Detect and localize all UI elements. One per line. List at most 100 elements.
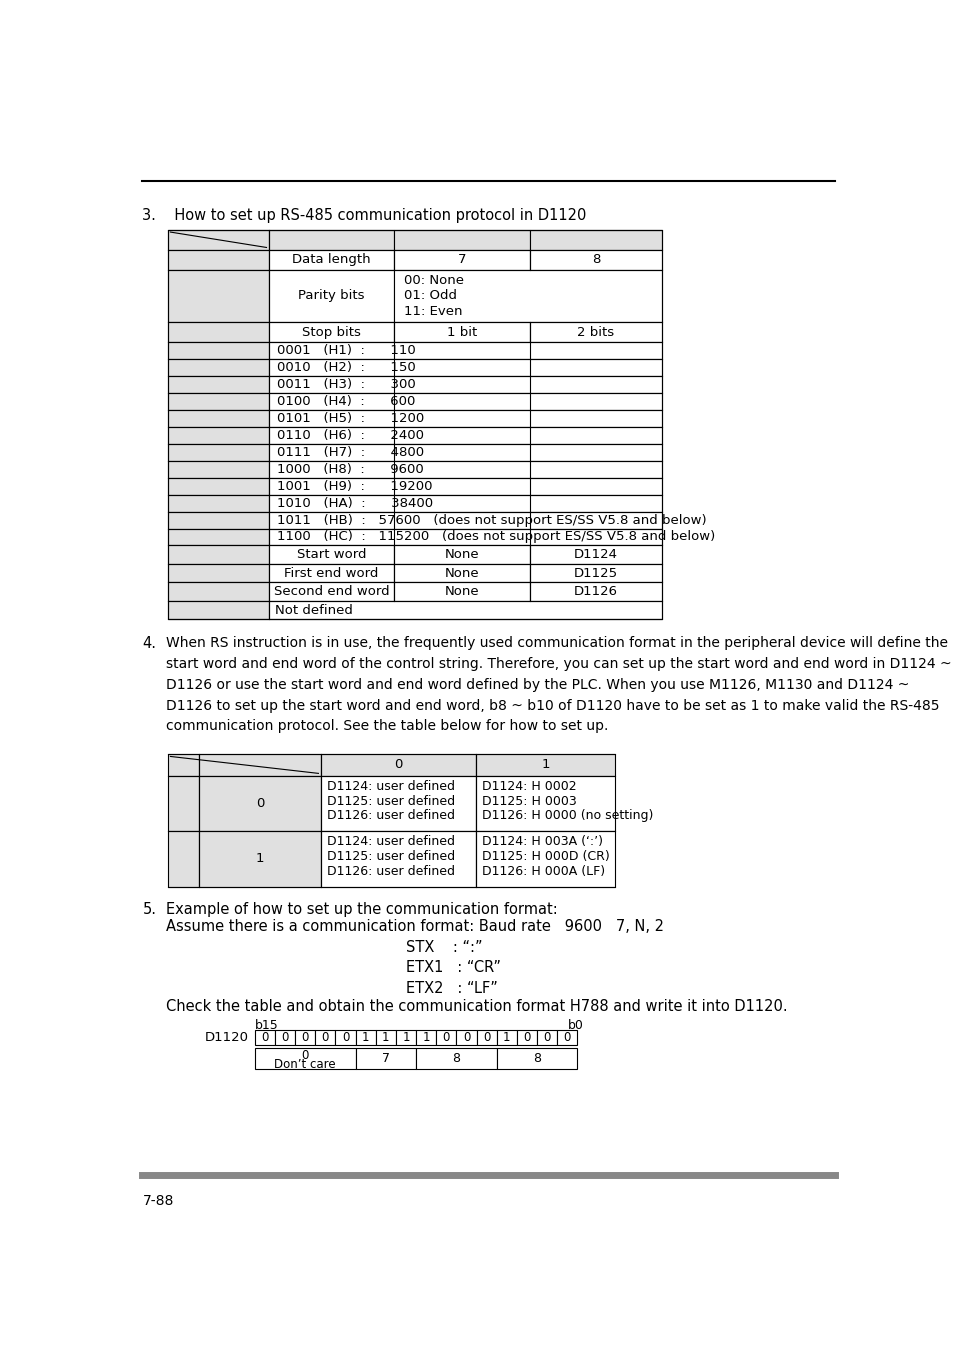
Bar	[269, 427, 661, 444]
Text: 7: 7	[457, 254, 466, 266]
Bar	[320, 755, 476, 776]
Text: D1126: D1126	[574, 585, 618, 598]
Text: When RS instruction is in use, the frequently used communication format in the p: When RS instruction is in use, the frequ…	[166, 636, 946, 651]
Text: 1: 1	[361, 1031, 369, 1044]
Bar	[530, 564, 661, 582]
Bar	[476, 776, 615, 832]
Bar	[199, 776, 320, 832]
Text: 5.: 5.	[142, 902, 156, 917]
Text: ETX1   : “CR”: ETX1 : “CR”	[406, 960, 500, 976]
Bar	[394, 250, 530, 270]
Text: None: None	[444, 585, 479, 598]
Bar	[537, 1030, 557, 1045]
Bar	[394, 270, 661, 323]
Bar	[530, 582, 661, 601]
Text: Assume there is a communication format: Baud rate   9600   7, N, 2: Assume there is a communication format: …	[166, 919, 663, 934]
Text: D1120: D1120	[205, 1031, 249, 1044]
Text: STX    : “:”: STX : “:”	[406, 941, 482, 956]
Bar	[168, 250, 269, 270]
Bar	[168, 427, 269, 444]
Text: D1126: user defined: D1126: user defined	[327, 809, 455, 822]
Text: 0: 0	[255, 796, 264, 810]
Bar	[315, 1030, 335, 1045]
Text: 0: 0	[462, 1031, 470, 1044]
Text: D1125: D1125	[573, 567, 618, 579]
Text: 0100   (H4)  :      600: 0100 (H4) : 600	[276, 396, 415, 408]
Text: Start word: Start word	[296, 548, 366, 562]
Text: 1 bit: 1 bit	[447, 325, 476, 339]
Bar	[269, 377, 661, 393]
Text: Don’t care: Don’t care	[274, 1058, 335, 1071]
Text: 2 bits: 2 bits	[577, 325, 614, 339]
Text: communication protocol. See the table below for how to set up.: communication protocol. See the table be…	[166, 720, 607, 733]
Bar	[394, 564, 530, 582]
Bar	[269, 250, 394, 270]
Bar	[456, 1030, 476, 1045]
Bar	[497, 1048, 577, 1069]
Text: 0: 0	[341, 1031, 349, 1044]
Text: 1: 1	[540, 759, 549, 771]
Text: 0: 0	[321, 1031, 329, 1044]
Bar	[269, 342, 661, 359]
Text: 0: 0	[543, 1031, 550, 1044]
Bar	[168, 832, 199, 887]
Bar	[168, 494, 269, 512]
Bar	[436, 1030, 456, 1045]
Bar	[476, 1030, 497, 1045]
Text: None: None	[444, 567, 479, 579]
Text: Data length: Data length	[292, 254, 371, 266]
Bar	[269, 545, 394, 564]
Bar	[199, 832, 320, 887]
Text: 0: 0	[301, 1049, 309, 1061]
Bar	[168, 545, 269, 564]
Bar	[355, 1030, 375, 1045]
Text: 1: 1	[255, 852, 264, 865]
Text: 00: None: 00: None	[403, 274, 463, 288]
Bar	[269, 528, 661, 545]
Text: 1: 1	[502, 1031, 510, 1044]
Bar	[394, 230, 530, 250]
Text: 1100   (HC)  :   115200   (does not support ES/SS V5.8 and below): 1100 (HC) : 115200 (does not support ES/…	[276, 531, 714, 544]
Text: 0: 0	[394, 759, 402, 771]
Text: D1126: H 0000 (no setting): D1126: H 0000 (no setting)	[481, 809, 653, 822]
Bar	[269, 601, 661, 620]
Bar	[320, 776, 476, 832]
Bar	[168, 564, 269, 582]
Text: Parity bits: Parity bits	[298, 289, 364, 302]
Bar	[168, 270, 269, 323]
Text: 0: 0	[563, 1031, 570, 1044]
Text: D1124: D1124	[574, 548, 618, 562]
Text: 0110   (H6)  :      2400: 0110 (H6) : 2400	[276, 429, 423, 441]
Bar	[269, 359, 661, 377]
Bar	[168, 393, 269, 410]
Bar	[530, 545, 661, 564]
Text: ETX2   : “LF”: ETX2 : “LF”	[406, 980, 497, 995]
Bar	[269, 410, 661, 427]
Bar	[168, 410, 269, 427]
Text: 01: Odd: 01: Odd	[403, 289, 456, 302]
Bar	[168, 444, 269, 460]
Bar	[269, 478, 661, 494]
Bar	[394, 323, 530, 342]
Bar	[168, 323, 269, 342]
Text: 1: 1	[402, 1031, 410, 1044]
Text: 7-88: 7-88	[142, 1193, 173, 1208]
Bar	[168, 359, 269, 377]
Bar	[269, 564, 394, 582]
Bar	[168, 230, 661, 620]
Bar	[269, 270, 394, 323]
Text: Example of how to set up the communication format:: Example of how to set up the communicati…	[166, 902, 557, 917]
Text: D1124: user defined: D1124: user defined	[327, 780, 455, 792]
Text: 4.: 4.	[142, 636, 156, 651]
Bar	[395, 1030, 416, 1045]
Bar	[168, 478, 269, 494]
Bar	[168, 460, 269, 478]
Text: 1: 1	[382, 1031, 389, 1044]
Text: 8: 8	[591, 254, 599, 266]
Text: 0: 0	[522, 1031, 530, 1044]
Text: D1124: H 0002: D1124: H 0002	[481, 780, 576, 792]
Bar	[269, 444, 661, 460]
Text: D1124: user defined: D1124: user defined	[327, 836, 455, 848]
Bar	[530, 230, 661, 250]
Text: 0111   (H7)  :      4800: 0111 (H7) : 4800	[276, 446, 423, 459]
